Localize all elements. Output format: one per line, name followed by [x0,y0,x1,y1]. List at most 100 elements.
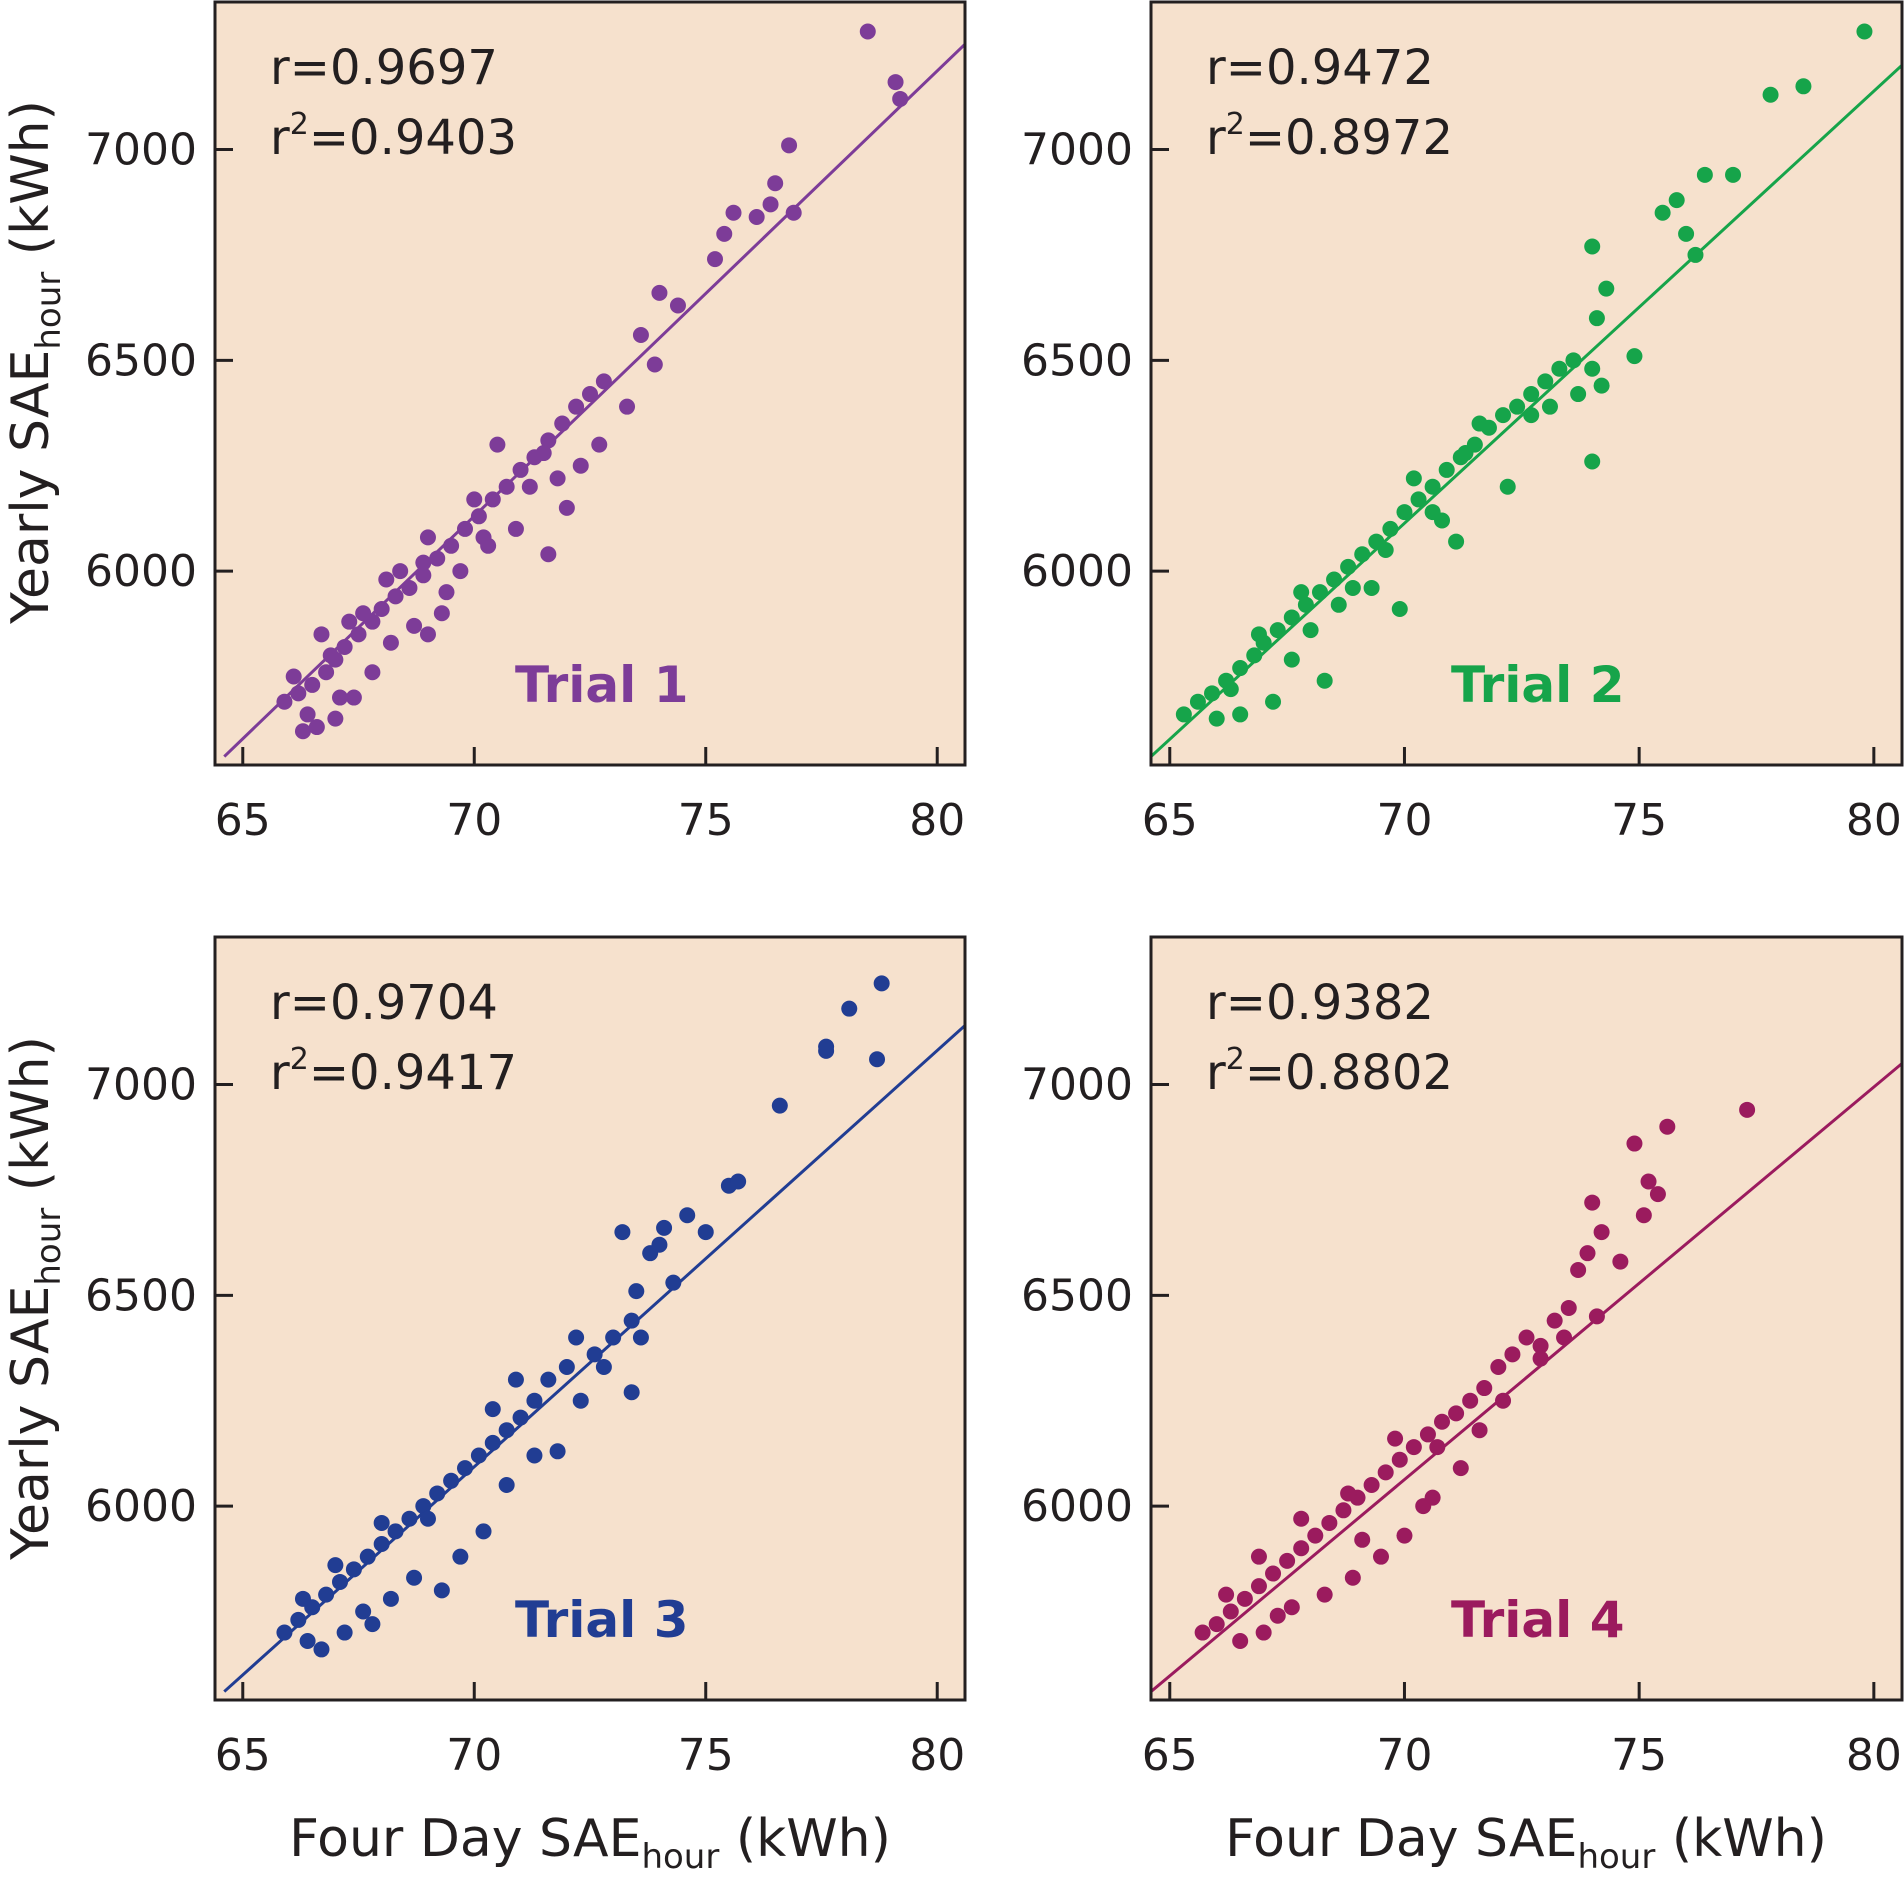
data-point [1236,1590,1253,1607]
data-point [345,689,362,706]
data-point [1424,478,1441,495]
data-point [1377,542,1394,559]
y-tick-label: 7000 [85,1060,197,1111]
data-point [1391,601,1408,618]
x-tick-label: 75 [678,795,734,846]
data-point [419,529,436,546]
y-tick-label: 6500 [85,335,197,386]
data-point [341,613,358,630]
data-point [318,1586,335,1603]
y-axis-title-bottom: Yearly SAEhour (kWh) [1,1036,69,1561]
data-point [869,1051,886,1068]
data-point [507,520,524,537]
data-point [313,1641,330,1658]
data-point [304,676,321,693]
data-point [332,689,348,706]
data-point [730,1173,747,1190]
data-point [892,90,909,107]
data-point [1462,1392,1479,1409]
data-point [841,1000,858,1017]
data-point [475,1523,492,1540]
data-point [1396,1527,1413,1544]
data-points [1194,1101,1756,1649]
data-point [1687,246,1704,263]
data-point [1307,1527,1324,1544]
data-point [1208,1616,1225,1633]
data-point [466,491,483,508]
data-point [1593,1224,1610,1241]
data-point [1396,504,1413,521]
data-point [1537,373,1554,390]
trial-label: Trial 3 [515,1591,689,1649]
data-point [1354,1531,1371,1548]
data-point [1438,461,1455,478]
data-point [1326,571,1343,588]
x-tick-label: 75 [1611,795,1667,846]
data-point [595,1358,612,1375]
data-point [498,1422,515,1439]
x-axis-title-left: Four Day SAEhour (kWh) [289,1809,891,1877]
r-squared-value: r2=0.8802 [1206,1042,1453,1101]
data-point [1250,1548,1267,1565]
data-point [651,1236,668,1253]
r-value: r=0.9697 [270,40,498,96]
data-point [572,457,589,474]
plot-background [215,937,965,1700]
data-point [498,478,515,495]
data-point [540,432,557,449]
data-point [1405,1439,1422,1456]
data-point [512,1409,529,1426]
data-point [656,1219,673,1236]
data-point [1377,1464,1394,1481]
regression-line [1151,1062,1902,1693]
data-point [1541,398,1558,415]
data-point [429,550,446,567]
data-point [748,208,765,225]
data-point [1739,1101,1756,1118]
data-point [1335,1502,1352,1519]
data-point [1316,672,1333,689]
data-point [568,1329,585,1346]
axis-ticks: 65 70 75 80 6000 6500 7000 [85,1060,965,1781]
data-point [327,710,344,727]
axis-ticks: 65 70 75 80 6000 6500 7000 [85,125,965,846]
data-point [1208,710,1225,727]
data-point [401,579,418,596]
data-point [373,1536,390,1553]
y-tick-label: 6500 [1021,1270,1133,1321]
data-point [1330,596,1347,613]
data-point [1584,360,1601,377]
r-squared-value: r2=0.9417 [270,1042,517,1101]
plot-background [215,2,965,765]
data-point [387,588,404,605]
data-point [697,1224,714,1241]
x-tick-label: 65 [215,795,271,846]
data-point [1363,579,1380,596]
x-tick-label: 70 [1376,795,1432,846]
data-point [785,204,802,221]
data-point [716,225,733,242]
data-point [1250,1578,1267,1595]
data-point [512,461,529,478]
data-point [1448,533,1465,550]
data-point [489,436,506,453]
data-point [1222,681,1239,698]
data-point [623,1312,640,1329]
data-point [373,601,390,618]
data-point [1551,360,1568,377]
data-point [549,470,566,487]
data-point [406,617,423,634]
data-point [1283,651,1300,668]
data-point [290,1611,307,1628]
data-point [1250,626,1267,643]
data-point [373,1514,390,1531]
data-point [818,1038,835,1055]
data-point [1696,166,1713,183]
data-point [1419,1426,1436,1443]
data-point [1340,1485,1357,1502]
data-point [1593,377,1610,394]
data-point [1495,1392,1512,1409]
